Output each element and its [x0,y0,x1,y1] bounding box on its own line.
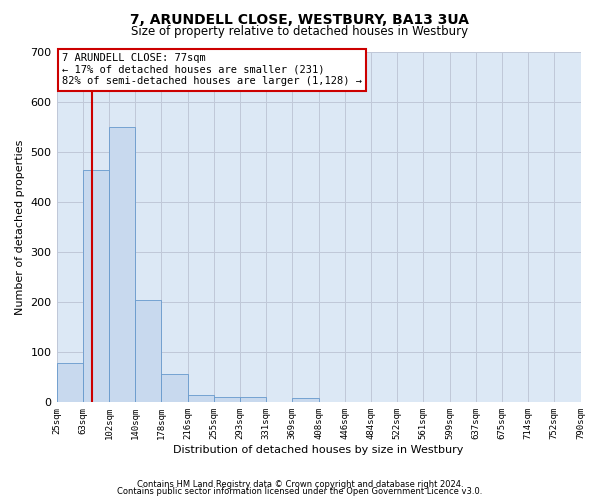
Bar [109,126,135,402]
Bar [135,300,161,402]
Text: Contains HM Land Registry data © Crown copyright and database right 2024.: Contains HM Land Registry data © Crown c… [137,480,463,489]
Bar [214,398,240,402]
X-axis label: Distribution of detached houses by size in Westbury: Distribution of detached houses by size … [173,445,464,455]
Text: Contains public sector information licensed under the Open Government Licence v3: Contains public sector information licen… [118,488,482,496]
Text: 7 ARUNDELL CLOSE: 77sqm
← 17% of detached houses are smaller (231)
82% of semi-d: 7 ARUNDELL CLOSE: 77sqm ← 17% of detache… [62,54,362,86]
Bar [83,170,109,402]
Bar [188,395,214,402]
Bar [292,398,319,402]
Bar [240,398,266,402]
Bar [56,363,83,403]
Y-axis label: Number of detached properties: Number of detached properties [15,139,25,314]
Text: 7, ARUNDELL CLOSE, WESTBURY, BA13 3UA: 7, ARUNDELL CLOSE, WESTBURY, BA13 3UA [131,12,470,26]
Text: Size of property relative to detached houses in Westbury: Size of property relative to detached ho… [131,25,469,38]
Bar [161,374,188,402]
